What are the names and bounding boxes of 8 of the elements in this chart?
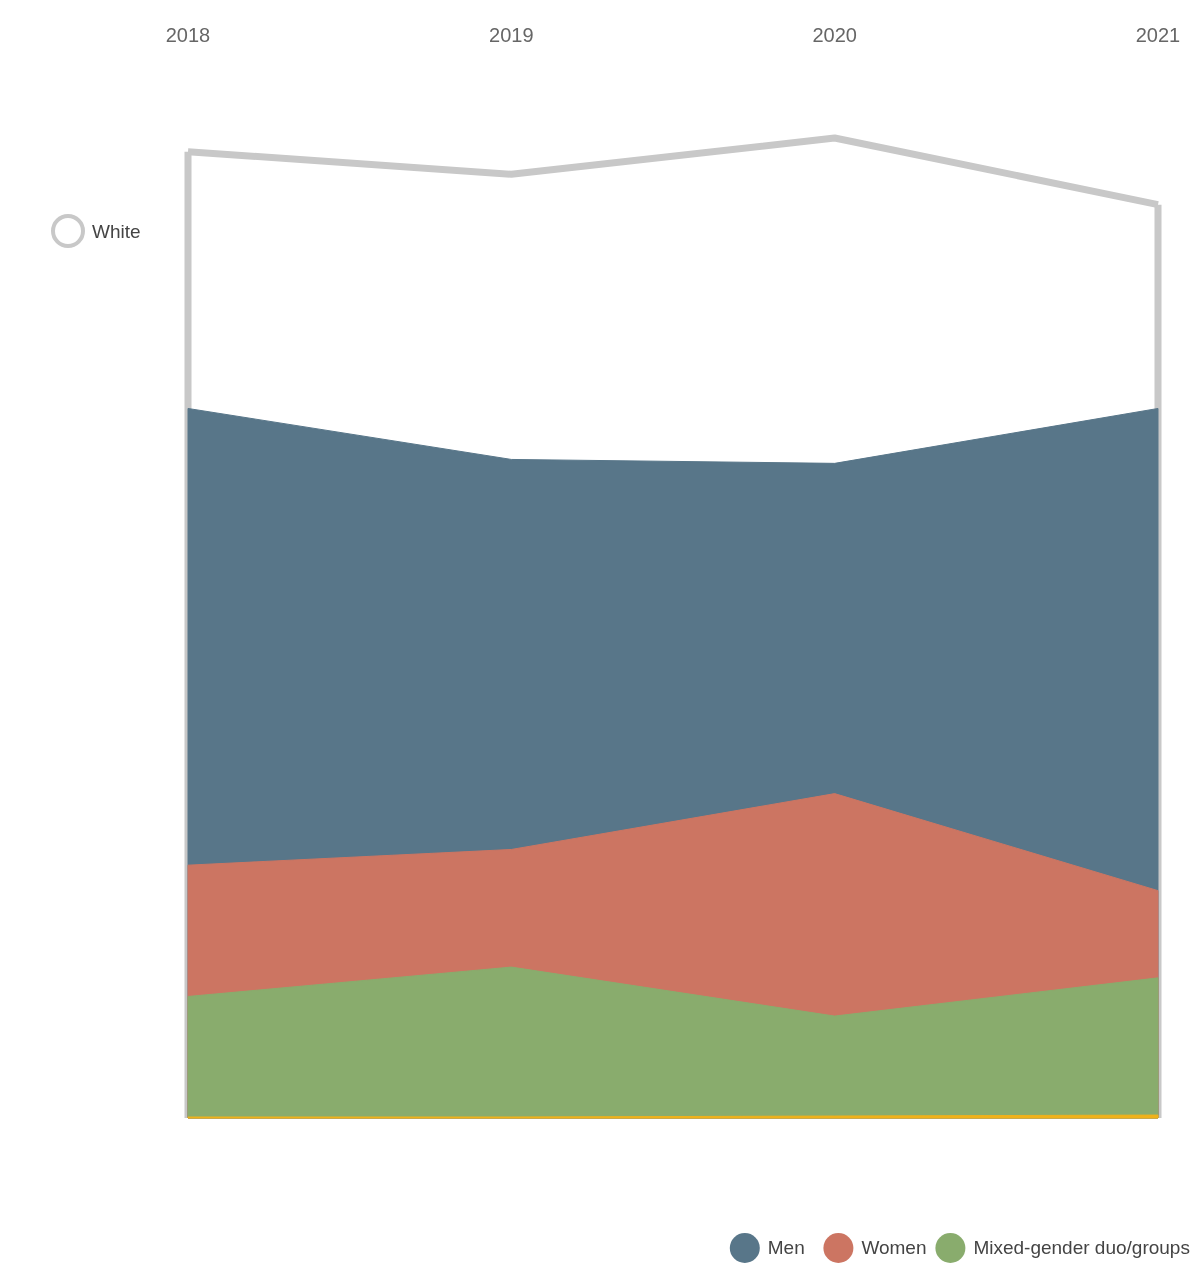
- x-tick-label: 2021: [1135, 24, 1181, 46]
- legend-label: White: [92, 221, 141, 242]
- x-tick-label: 2019: [489, 24, 534, 46]
- legend-label: Men: [767, 1237, 805, 1258]
- legend-label: Mixed-gender duo/groups: [973, 1237, 1190, 1258]
- legend-label: Women: [861, 1237, 927, 1258]
- x-tick-label: 2018: [165, 24, 211, 46]
- x-tick-label: 2020: [812, 24, 857, 46]
